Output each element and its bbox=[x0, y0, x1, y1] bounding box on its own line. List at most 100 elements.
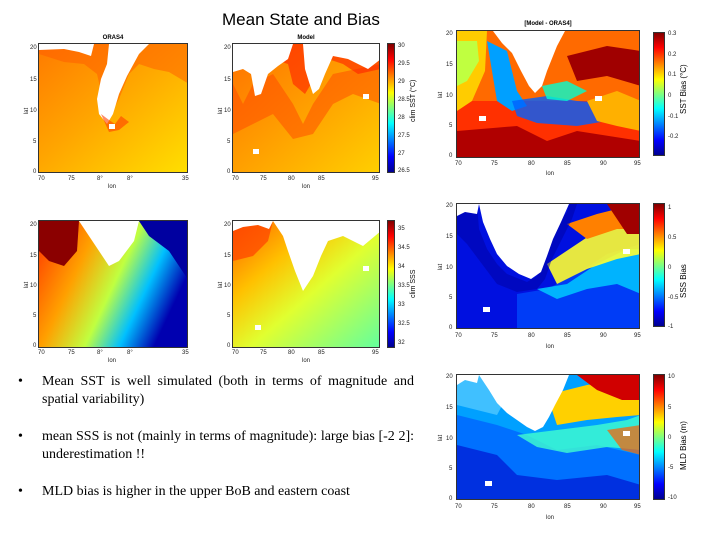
sst-bias-xlabel: lon bbox=[546, 171, 555, 177]
sst-oras4-ytick: 15 bbox=[30, 77, 37, 83]
sst-bias-cbar-tick: 0.2 bbox=[668, 52, 677, 58]
mld-bias-colorbar bbox=[653, 374, 665, 500]
sss-oras4-xtick: 75 bbox=[68, 350, 75, 356]
sss-bias-xtick: 75 bbox=[491, 333, 498, 339]
sss-model-cbar-tick: 34.5 bbox=[398, 245, 410, 251]
sst-bias-xtick: 70 bbox=[455, 161, 462, 167]
sst-bias-xtick: 75 bbox=[491, 161, 498, 167]
sss-oras4-ytick: 5 bbox=[33, 313, 37, 319]
sst-oras4-ytick: 0 bbox=[33, 169, 37, 175]
sst-bias-ytick: 20 bbox=[446, 31, 453, 37]
sss-model-ytick: 0 bbox=[227, 343, 231, 349]
bullet-text: MLD bias is higher in the upper BoB and … bbox=[42, 484, 350, 499]
mld-bias-cbar-tick: 0 bbox=[668, 435, 672, 441]
sst-oras4-xtick: 35 bbox=[182, 176, 189, 182]
sss-oras4-xtick: 35 bbox=[182, 350, 189, 356]
mld-bias-map bbox=[456, 374, 640, 500]
sst-bias-ytick: 10 bbox=[446, 93, 453, 99]
sss-model-cbar-label: clim SSS bbox=[410, 269, 417, 298]
sss-model-cbar-tick: 35 bbox=[398, 226, 405, 232]
sss-bias-cbar-tick: -0.5 bbox=[668, 295, 679, 301]
sss-bias-xtick: 95 bbox=[634, 333, 641, 339]
sss-oras4-ytick: 10 bbox=[30, 283, 37, 289]
bullet-list: • Mean SST is well simulated (both in ter… bbox=[18, 373, 414, 520]
sst-oras4-ytick: 5 bbox=[33, 139, 37, 145]
sss-oras4-ylabel: lat bbox=[24, 281, 31, 289]
sss-model-ytick: 15 bbox=[224, 253, 231, 259]
sst-bias-colorbar bbox=[653, 32, 665, 156]
sst-bias-cbar-label: SST Bias (°C) bbox=[679, 64, 688, 114]
sst-bias-ytick: 5 bbox=[449, 123, 453, 129]
sss-bias-xtick: 70 bbox=[455, 333, 462, 339]
sss-model-xtick: 75 bbox=[260, 350, 267, 356]
sss-bias-cbar-label: SSS Bias bbox=[679, 264, 688, 298]
sst-bias-title: [Model - ORAS4] bbox=[524, 21, 572, 27]
sss-bias-xtick: 80 bbox=[528, 333, 535, 339]
sst-model-xtick: 75 bbox=[260, 176, 267, 182]
mld-bias-ytick: 10 bbox=[446, 436, 453, 442]
sss-bias-ytick: 0 bbox=[449, 325, 453, 331]
sst-bias-cbar-tick: 0.3 bbox=[668, 31, 677, 37]
sss-model-cbar-tick: 32.5 bbox=[398, 321, 410, 327]
sst-oras4-xtick: 8° bbox=[97, 176, 103, 182]
sst-model-cbar-label: clim SST (°C) bbox=[410, 79, 417, 122]
sst-model-cbar-tick: 29.5 bbox=[398, 61, 410, 67]
sst-oras4-xtick: 70 bbox=[38, 176, 45, 182]
sss-bias-colorbar bbox=[653, 203, 665, 327]
sss-oras4-xlabel: lon bbox=[108, 358, 117, 364]
sss-oras4-xtick: 8° bbox=[127, 350, 133, 356]
sss-model-ytick: 10 bbox=[224, 283, 231, 289]
bullet-text: mean SSS is not (mainly in terms of magn… bbox=[42, 429, 414, 462]
sst-model-cbar-tick: 26.5 bbox=[398, 168, 410, 174]
sss-oras4-ytick: 20 bbox=[30, 222, 37, 228]
sss-model-xtick: 80 bbox=[288, 350, 295, 356]
bullet-item: • MLD bias is higher in the upper BoB and… bbox=[18, 484, 350, 499]
mld-bias-ytick: 20 bbox=[446, 374, 453, 380]
sst-oras4-xlabel: lon bbox=[108, 184, 117, 190]
sss-model-colorbar bbox=[387, 220, 395, 348]
mld-bias-cbar-label: MLD Bias (m) bbox=[679, 421, 688, 470]
sst-oras4-ytick: 20 bbox=[30, 45, 37, 51]
sss-bias-map bbox=[456, 203, 640, 329]
sss-model-xtick: 70 bbox=[232, 350, 239, 356]
mld-bias-cbar-tick: -5 bbox=[668, 465, 674, 471]
sst-model-ylabel: lat bbox=[218, 107, 225, 115]
sst-bias-map bbox=[456, 30, 640, 158]
sst-bias-cbar-tick: 0.1 bbox=[668, 72, 677, 78]
sst-model-xtick: 80 bbox=[288, 176, 295, 182]
sss-oras4-ytick: 15 bbox=[30, 253, 37, 259]
mld-bias-ylabel: lat bbox=[438, 434, 445, 442]
sss-model-cbar-tick: 34 bbox=[398, 264, 405, 270]
bullet-item: • Mean SST is well simulated (both in ter… bbox=[18, 374, 414, 407]
sst-bias-cbar-tick: 0 bbox=[668, 93, 672, 99]
sss-bias-ytick: 20 bbox=[446, 203, 453, 209]
sst-model-cbar-tick: 28 bbox=[398, 115, 405, 121]
mld-bias-xtick: 85 bbox=[564, 504, 571, 510]
sss-bias-ytick: 15 bbox=[446, 234, 453, 240]
sst-oras4-ylabel: lat bbox=[24, 107, 31, 115]
sst-model-ytick: 0 bbox=[227, 169, 231, 175]
sst-model-ytick: 5 bbox=[227, 139, 231, 145]
sst-oras4-xtick: 75 bbox=[68, 176, 75, 182]
sss-model-ytick: 20 bbox=[224, 222, 231, 228]
sss-oras4-map bbox=[38, 220, 188, 348]
mld-bias-cbar-tick: -10 bbox=[668, 495, 677, 501]
sss-model-ylabel: lat bbox=[218, 281, 225, 289]
mld-bias-cbar-tick: 5 bbox=[668, 405, 672, 411]
mld-bias-xtick: 95 bbox=[634, 504, 641, 510]
sss-bias-cbar-tick: 0.5 bbox=[668, 235, 677, 241]
sss-model-cbar-tick: 32 bbox=[398, 340, 405, 346]
mld-bias-xtick: 70 bbox=[455, 504, 462, 510]
mld-bias-ytick: 0 bbox=[449, 496, 453, 502]
sss-bias-ytick: 10 bbox=[446, 265, 453, 271]
sst-model-cbar-tick: 27 bbox=[398, 151, 405, 157]
bullet-item: • mean SSS is not (mainly in terms of mag… bbox=[18, 429, 414, 462]
sss-bias-xlabel: lon bbox=[546, 344, 555, 350]
sst-bias-xtick: 85 bbox=[564, 161, 571, 167]
sst-oras4-title: ORAS4 bbox=[102, 35, 124, 41]
sst-bias-cbar-tick: -0.2 bbox=[668, 134, 679, 140]
sst-oras4-ytick: 10 bbox=[30, 108, 37, 114]
sss-bias-ytick: 5 bbox=[449, 295, 453, 301]
sss-model-xtick: 95 bbox=[372, 350, 379, 356]
mld-bias-xtick: 75 bbox=[491, 504, 498, 510]
